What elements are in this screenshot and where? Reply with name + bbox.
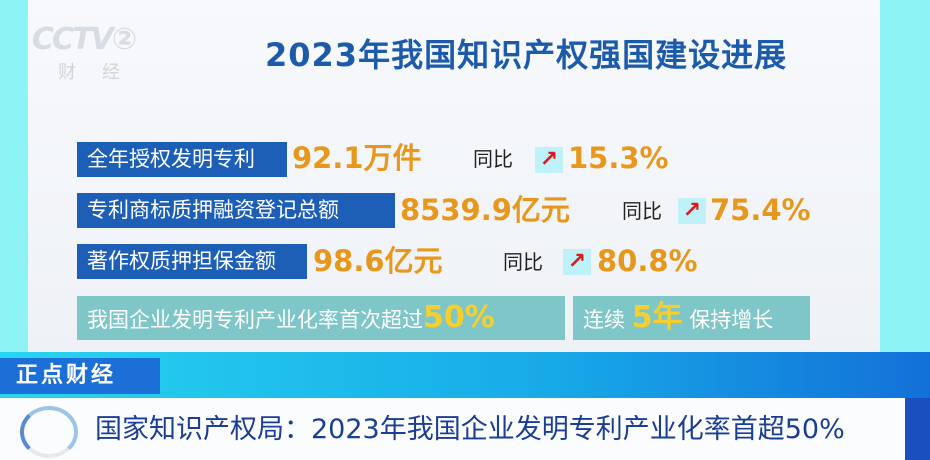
stat-change: 75.4% [710,193,811,227]
arrow-up-right-icon: ↗ [563,249,591,275]
stat-label: 著作权质押担保金额 [77,244,307,279]
highlight-emph: 50% [423,300,495,335]
highlight-text: 连续 [583,308,625,332]
infographic-panel [28,0,880,355]
highlight-emph: 5年 [631,300,683,335]
yoy-label: 同比 [473,147,513,171]
highlight-text: 我国企业发明专利产业化率首次超过 [87,308,423,332]
arrow-up-right-icon: ↗ [678,198,706,224]
yoy-label: 同比 [622,199,662,223]
channel-logo-sub: 财经 [58,62,146,83]
headline-text: 国家知识产权局：2023年我国企业发明专利产业化率首超50% [95,414,845,445]
program-tag: 正点财经 [0,358,160,394]
stat-label: 全年授权发明专利 [77,142,287,177]
yoy-label: 同比 [503,250,543,274]
highlight-rate: 我国企业发明专利产业化率首次超过50% [77,296,565,340]
ring-logo-icon [20,406,78,458]
channel-logo: CCTV② [32,22,137,57]
stat-label: 专利商标质押融资登记总额 [77,193,395,228]
highlight-text: 保持增长 [689,308,774,332]
stat-value: 92.1万件 [292,141,422,175]
headline-bar [0,398,905,460]
stat-change: 80.8% [597,244,698,278]
stat-value: 8539.9亿元 [400,193,570,227]
ticker-edge [905,398,930,460]
arrow-up-right-icon: ↗ [535,147,563,173]
stat-value: 98.6亿元 [313,244,443,278]
stat-change: 15.3% [568,141,669,175]
highlight-growth: 连续 5年 保持增长 [573,296,810,340]
infographic-title: 2023年我国知识产权强国建设进展 [265,36,788,74]
